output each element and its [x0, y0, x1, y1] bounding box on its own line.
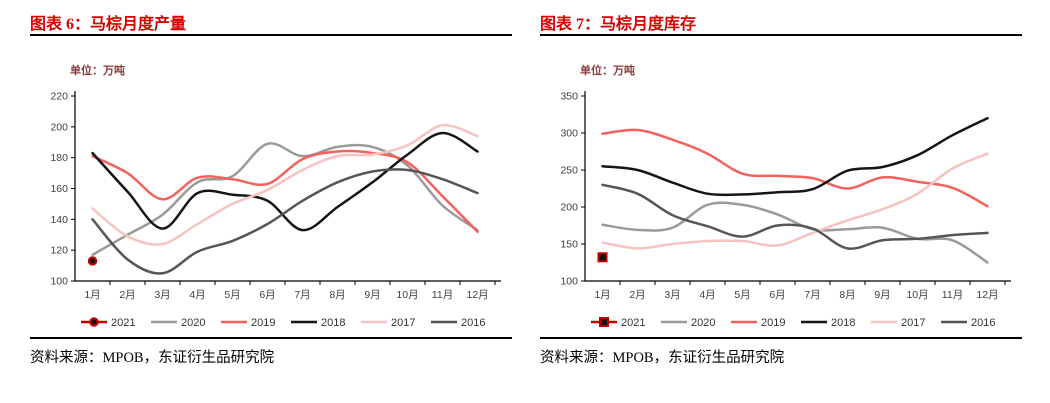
legend-item-2018: 2018: [291, 317, 345, 329]
legend-label: 2018: [831, 317, 855, 329]
chart6-title: 图表 6：马棕月度产量: [30, 16, 187, 33]
legend-label: 2016: [971, 317, 995, 329]
legend-item-2021: 2021: [81, 317, 135, 329]
y-tick-label: 200: [50, 121, 68, 133]
legend-label: 2020: [181, 317, 205, 329]
series-2019-line: [601, 128, 989, 208]
y-tick-label: 120: [50, 245, 68, 257]
legend-marker: [599, 317, 609, 327]
legend-label: 2018: [321, 317, 345, 329]
y-tick-label: 300: [560, 128, 578, 140]
x-tick-label: 1月: [594, 289, 610, 301]
legend-label: 2021: [111, 317, 135, 329]
x-tick-label: 6月: [259, 289, 275, 301]
legend-item-2016: 2016: [941, 317, 995, 329]
unit-label: 单位：万吨: [580, 63, 635, 77]
title-underline: [30, 34, 512, 36]
legend-label: 2019: [761, 317, 785, 329]
series-2016-line: [601, 183, 989, 250]
inventory-line-chart: 单位：万吨 100 150 200 250 300 350 1月 2月 3月 4月 5月 6月 7月 8月 9…: [560, 63, 1011, 329]
y-tick-label: 100: [560, 276, 578, 288]
y-tick-label: 180: [50, 152, 68, 164]
series-2021-marker: [597, 252, 608, 263]
legend-item-2020: 2020: [151, 317, 205, 329]
y-tick-label: 250: [560, 165, 578, 177]
legend-item-2019: 2019: [221, 317, 275, 329]
x-tick-label: 8月: [839, 289, 855, 301]
y-tick-label: 100: [50, 276, 68, 288]
legend-label: 2020: [691, 317, 715, 329]
x-tick-label: 5月: [734, 289, 750, 301]
x-tick-label: 4月: [699, 289, 715, 301]
title-underline: [540, 34, 1022, 36]
series-2019-line: [91, 149, 479, 233]
legend-item-2018: 2018: [801, 317, 855, 329]
series-2020-line: [91, 142, 479, 257]
x-tick-label: 6月: [769, 289, 785, 301]
source-note: 资料来源：MPOB，东证衍生品研究院: [30, 350, 275, 366]
y-tick-label: 140: [50, 214, 68, 226]
x-tick-label: 11月: [432, 289, 453, 301]
x-tick-label: 2月: [629, 289, 645, 301]
unit-label: 单位：万吨: [70, 63, 125, 77]
x-tick-label: 7月: [804, 289, 820, 301]
series-2017-line: [601, 152, 989, 250]
x-tick-label: 5月: [224, 289, 240, 301]
x-tick-label: 7月: [294, 289, 310, 301]
legend-item-2017: 2017: [871, 317, 925, 329]
legend-label: 2017: [391, 317, 415, 329]
legend-label: 2019: [251, 317, 275, 329]
x-tick-label: 1月: [84, 289, 100, 301]
footer-rule: [30, 337, 512, 339]
footer-rule: [540, 337, 1022, 339]
x-tick-label: 3月: [664, 289, 680, 301]
x-tick-label: 11月: [942, 289, 963, 301]
x-tick-label: 4月: [189, 289, 205, 301]
legend-item-2020: 2020: [661, 317, 715, 329]
x-tick-label: 2月: [119, 289, 135, 301]
x-tick-label: 10月: [396, 289, 418, 301]
y-tick-label: 220: [50, 91, 68, 103]
x-tick-label: 9月: [364, 289, 380, 301]
panel-production: 图表 6：马棕月度产量 单位：万吨 100 120 140 160 180 200 220 1月…: [30, 0, 512, 403]
legend-item-2021: 2021: [591, 317, 645, 329]
legend-label: 2021: [621, 317, 645, 329]
series-2017-line: [91, 123, 479, 246]
x-tick-label: 12月: [466, 289, 488, 301]
y-tick-label: 150: [560, 239, 578, 251]
x-tick-label: 12月: [976, 289, 998, 301]
y-tick-label: 350: [560, 91, 578, 103]
legend-item-2016: 2016: [431, 317, 485, 329]
series-2018-line: [91, 131, 479, 232]
series-2021-marker: [87, 256, 98, 266]
x-tick-label: 8月: [329, 289, 345, 301]
legend-item-2017: 2017: [361, 317, 415, 329]
legend-label: 2017: [901, 317, 925, 329]
production-line-chart: 单位：万吨 100 120 140 160 180 200 220 1月 2月 3月 4月 5月 6月 7月…: [50, 63, 501, 329]
legend-label: 2016: [461, 317, 485, 329]
chart7-title: 图表 7：马棕月度库存: [540, 16, 697, 33]
x-tick-label: 3月: [154, 289, 170, 301]
y-tick-label: 200: [560, 202, 578, 214]
source-note: 资料来源：MPOB，东证衍生品研究院: [540, 350, 785, 366]
legend-item-2019: 2019: [731, 317, 785, 329]
series-2020-line: [601, 201, 989, 264]
panel-inventory: 图表 7：马棕月度库存 单位：万吨 100 150 200 250 300 350 1月 2月 3…: [540, 0, 1022, 403]
x-tick-label: 9月: [874, 289, 890, 301]
series-2018-line: [601, 116, 989, 197]
y-tick-label: 160: [50, 183, 68, 195]
legend-marker: [89, 317, 99, 327]
series-2016-line: [91, 168, 479, 275]
x-tick-label: 10月: [906, 289, 928, 301]
